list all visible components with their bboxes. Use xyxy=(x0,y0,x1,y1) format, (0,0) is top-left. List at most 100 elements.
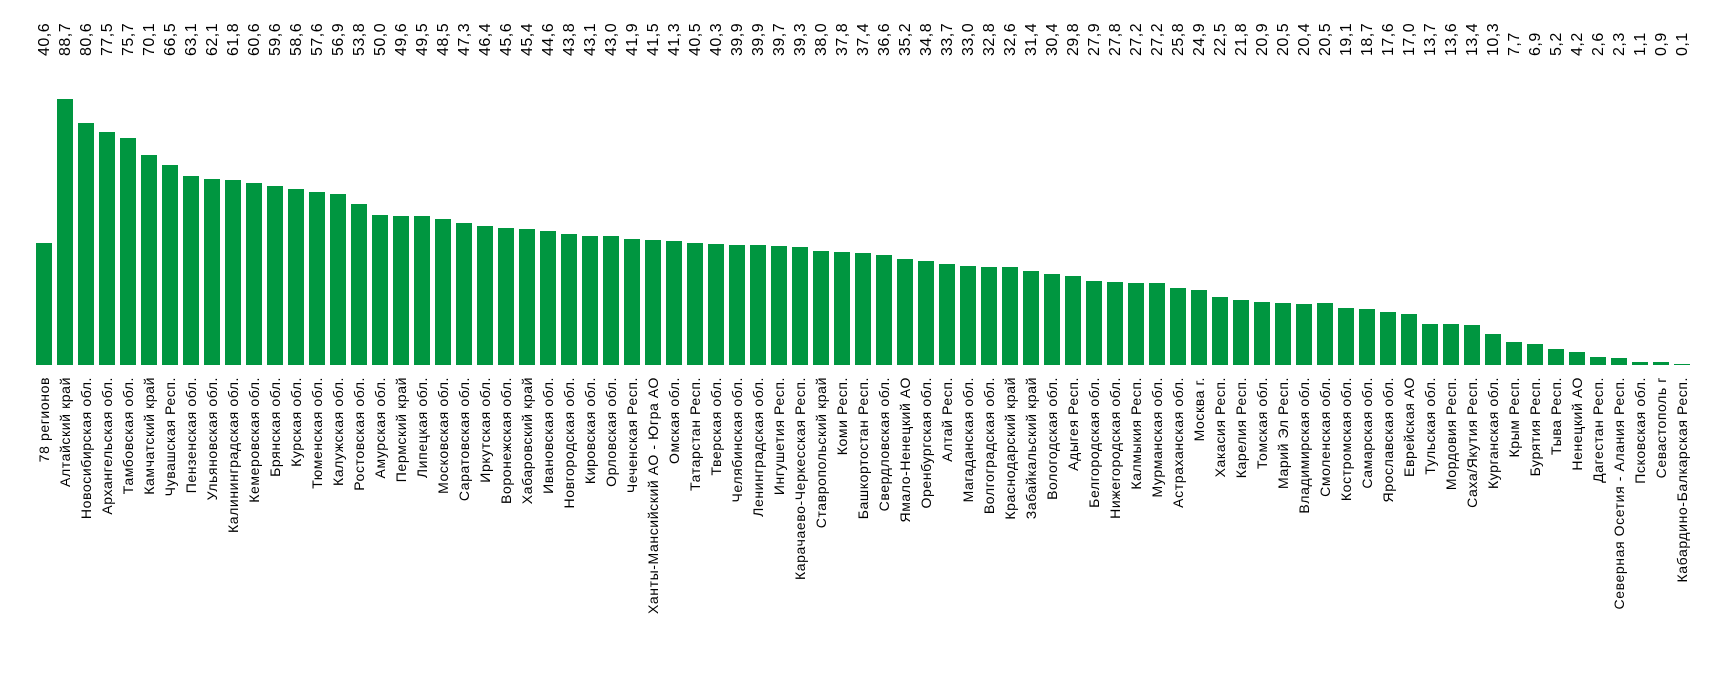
bar xyxy=(372,215,388,365)
value-label: 22,5 xyxy=(1212,22,1229,56)
value-label: 43,8 xyxy=(561,22,578,56)
chart-column: 29,8 Адыгея Респ. xyxy=(1063,0,1084,673)
chart-column: 32,6 Краснодарский край xyxy=(1000,0,1021,673)
category-label: Тульская обл. xyxy=(1422,377,1438,475)
bar xyxy=(1149,283,1165,365)
bar xyxy=(1275,303,1291,365)
chart-column: 40,5 Татарстан Респ. xyxy=(685,0,706,673)
bar xyxy=(414,216,430,365)
value-label: 59,6 xyxy=(267,22,284,56)
chart-column: 22,5 Хакасия Респ. xyxy=(1210,0,1231,673)
category-label: Ульяновская обл. xyxy=(204,377,220,501)
chart-column: 47,3 Саратовская обл. xyxy=(454,0,475,673)
category-label: Свердловская обл. xyxy=(876,377,892,512)
category-label: Хабаровский край xyxy=(519,377,535,505)
category-label: Амурская обл. xyxy=(372,377,388,479)
value-label: 47,3 xyxy=(456,22,473,56)
category-label: Чеченская Респ. xyxy=(624,377,640,494)
chart-column: 40,3 Тверская обл. xyxy=(706,0,727,673)
value-label: 17,0 xyxy=(1401,22,1418,56)
chart-column: 1,1 Псковская обл. xyxy=(1630,0,1651,673)
category-label: Пензенская обл. xyxy=(183,377,199,494)
bar xyxy=(99,132,115,365)
category-label: Пермский край xyxy=(393,377,409,483)
bar xyxy=(708,244,724,365)
chart-column: 7,7 Крым Респ. xyxy=(1504,0,1525,673)
category-label: Томская обл. xyxy=(1254,377,1270,469)
value-label: 38,0 xyxy=(813,22,830,56)
bar xyxy=(1422,324,1438,365)
bar xyxy=(750,245,766,365)
bar xyxy=(1590,357,1606,365)
chart-column: 40,6 78 регионов xyxy=(34,0,55,673)
value-label: 25,8 xyxy=(1170,22,1187,56)
value-label: 40,6 xyxy=(36,22,53,56)
chart-column: 43,1 Кировская обл. xyxy=(580,0,601,673)
chart-column: 30,4 Вологодская обл. xyxy=(1042,0,1063,673)
value-label: 21,8 xyxy=(1233,22,1250,56)
value-label: 88,7 xyxy=(57,22,74,56)
category-label: Марий Эл Респ. xyxy=(1275,377,1291,489)
bar xyxy=(183,176,199,365)
chart-column: 80,6 Новосибирская обл. xyxy=(76,0,97,673)
chart-column: 13,6 Мордовия Респ. xyxy=(1441,0,1462,673)
value-label: 2,3 xyxy=(1611,32,1628,56)
chart-column: 27,9 Белгородская обл. xyxy=(1084,0,1105,673)
value-label: 44,6 xyxy=(540,22,557,56)
chart-column: 59,6 Брянская обл. xyxy=(265,0,286,673)
value-label: 60,6 xyxy=(246,22,263,56)
bar xyxy=(1359,309,1375,365)
bar xyxy=(771,246,787,365)
category-label: Северная Осетия - Алания Респ. xyxy=(1611,377,1627,610)
chart-column: 75,7 Тамбовская обл. xyxy=(118,0,139,673)
bar xyxy=(603,236,619,365)
category-label: Крым Респ. xyxy=(1506,377,1522,458)
bar xyxy=(435,219,451,365)
chart-column: 20,5 Марий Эл Респ. xyxy=(1273,0,1294,673)
chart-column: 49,6 Пермский край xyxy=(391,0,412,673)
value-label: 34,8 xyxy=(918,22,935,56)
bar xyxy=(1191,290,1207,365)
category-label: Калмыкия Респ. xyxy=(1128,377,1144,490)
chart-column: 48,5 Московская обл. xyxy=(433,0,454,673)
category-label: Алтай Респ. xyxy=(939,377,955,462)
value-label: 62,1 xyxy=(204,22,221,56)
category-label: Ярославская обл. xyxy=(1380,377,1396,503)
chart-column: 39,7 Ингушетия Респ. xyxy=(769,0,790,673)
chart-column: 34,8 Оренбургская обл. xyxy=(916,0,937,673)
category-label: Ингушетия Респ. xyxy=(771,377,787,496)
chart-column: 32,8 Волгоградская обл. xyxy=(979,0,1000,673)
value-label: 39,7 xyxy=(771,22,788,56)
bar xyxy=(897,259,913,365)
bar xyxy=(519,229,535,365)
bar xyxy=(309,192,325,365)
value-label: 1,1 xyxy=(1632,32,1649,56)
bar xyxy=(1380,312,1396,365)
value-label: 27,8 xyxy=(1107,22,1124,56)
bar xyxy=(582,236,598,365)
chart-column: 5,2 Тыва Респ. xyxy=(1546,0,1567,673)
bar xyxy=(960,266,976,365)
chart-column: 88,7 Алтайский край xyxy=(55,0,76,673)
category-label: Мурманская обл. xyxy=(1149,377,1165,498)
bar xyxy=(78,123,94,365)
value-label: 20,5 xyxy=(1275,22,1292,56)
chart-column: 63,1 Пензенская обл. xyxy=(181,0,202,673)
category-label: Кемеровская обл. xyxy=(246,377,262,503)
chart-column: 41,3 Омская обл. xyxy=(664,0,685,673)
category-label: Магаданская обл. xyxy=(960,377,976,503)
chart-column: 56,9 Калужская обл. xyxy=(328,0,349,673)
value-label: 56,9 xyxy=(330,22,347,56)
chart-column: 33,7 Алтай Респ. xyxy=(937,0,958,673)
chart-column: 62,1 Ульяновская обл. xyxy=(202,0,223,673)
bar xyxy=(855,253,871,365)
category-label: Челябинская обл. xyxy=(729,377,745,503)
chart-column: 39,9 Челябинская обл. xyxy=(727,0,748,673)
bar xyxy=(1233,300,1249,365)
bar xyxy=(1107,282,1123,365)
category-label: Краснодарский край xyxy=(1002,377,1018,520)
value-label: 41,3 xyxy=(666,22,683,56)
bar xyxy=(1401,314,1417,365)
category-label: Смоленская обл. xyxy=(1317,377,1333,497)
category-label: Мордовия Респ. xyxy=(1443,377,1459,491)
